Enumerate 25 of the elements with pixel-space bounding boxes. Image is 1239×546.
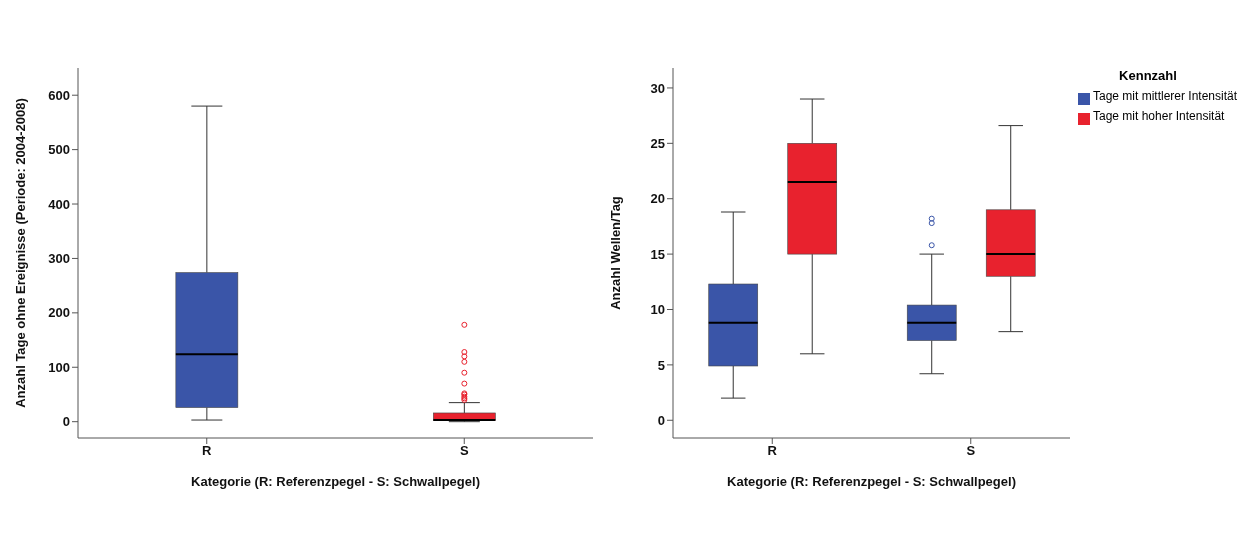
- x-tick-label: S: [966, 443, 976, 459]
- x-axis-title: Kategorie (R: Referenzpegel - S: Schwallpegel): [191, 474, 480, 489]
- y-tick-label: 600: [48, 87, 70, 103]
- legend-title: Kennzahl: [1118, 68, 1178, 83]
- x-axis-title: Kategorie (R: Referenzpegel - S: Schwallpegel): [727, 474, 1016, 489]
- y-tick-label: 200: [48, 305, 70, 321]
- y-tick-label: 10: [650, 302, 665, 318]
- legend-label: Tage mit hoher Intensität: [1093, 109, 1225, 123]
- x-tick-label: R: [202, 443, 213, 459]
- legend-label: Tage mit mittlerer Intensität: [1093, 89, 1238, 103]
- y-tick-label: 100: [48, 359, 70, 375]
- y-tick-label: 0: [62, 414, 70, 430]
- y-tick-label: 25: [650, 135, 665, 151]
- x-tick-label: S: [459, 443, 469, 459]
- y-tick-label: 15: [650, 246, 665, 262]
- y-tick-label: 300: [48, 251, 70, 267]
- y-tick-label: 20: [650, 191, 665, 207]
- y-axis-title: Anzahl Tage ohne Ereignisse (Periode: 2004-2008): [12, 98, 28, 408]
- y-axis-title: Anzahl Wellen/Tag: [607, 196, 623, 310]
- y-tick-label: 400: [48, 196, 70, 212]
- y-tick-label: 500: [48, 142, 70, 158]
- y-tick-label: 30: [650, 80, 665, 96]
- y-tick-label: 5: [657, 357, 665, 373]
- x-tick-label: R: [767, 443, 778, 459]
- y-tick-label: 0: [657, 412, 665, 428]
